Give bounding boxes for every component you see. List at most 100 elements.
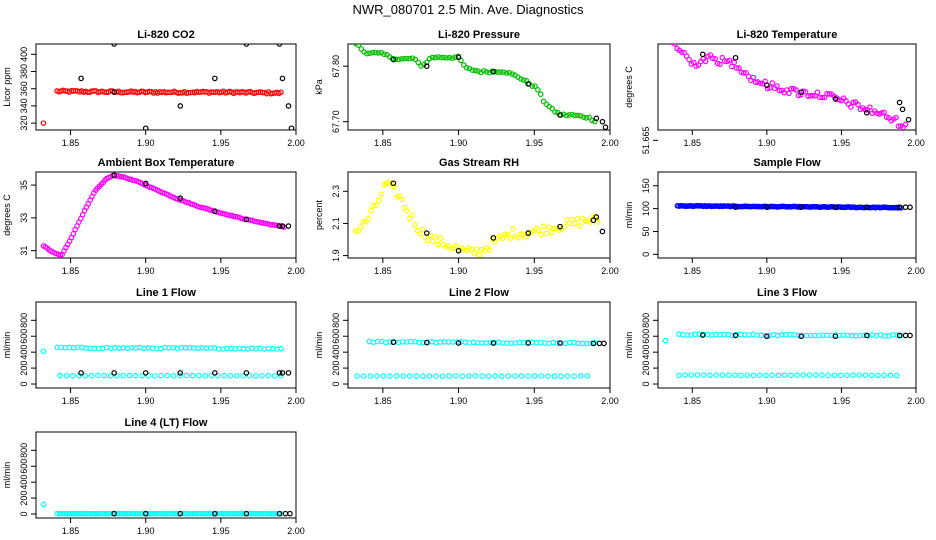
x-tick-label: 1.85 [374, 266, 392, 276]
data-point [480, 68, 487, 74]
y-tick-label: 67.80 [331, 55, 341, 78]
data-point [583, 115, 590, 121]
data-point [552, 109, 558, 115]
data-point [182, 510, 189, 517]
data-point [476, 252, 483, 258]
data-points [352, 179, 606, 258]
y-tick-label: 67.70 [331, 110, 341, 133]
data-point [252, 373, 259, 379]
data-point [259, 372, 265, 379]
data-point [449, 55, 456, 61]
y-axis-label: Licor ppm [2, 67, 12, 107]
data-point [448, 245, 454, 252]
data-point [360, 373, 367, 379]
data-point [260, 510, 267, 517]
data-point [271, 373, 278, 379]
y-axis-label: ml/min [2, 462, 12, 489]
data-point [475, 68, 481, 74]
data-point [569, 216, 575, 223]
data-point [89, 510, 96, 517]
data-point [129, 510, 136, 517]
data-point [208, 372, 215, 379]
data-point [564, 373, 571, 379]
chart-title: Line 1 Flow [136, 287, 196, 299]
data-point [158, 372, 164, 379]
reference-point [285, 370, 292, 376]
x-tick-label: 1.85 [374, 138, 392, 148]
y-tick-label: 50 [641, 226, 651, 236]
reference-point [863, 204, 870, 211]
data-point [688, 372, 695, 378]
data-point [671, 44, 678, 47]
data-point [383, 180, 390, 187]
plot-frame [347, 43, 611, 131]
x-tick-label: 2.00 [287, 138, 305, 148]
data-point [744, 372, 751, 379]
data-point [837, 372, 844, 379]
reference-point [285, 223, 292, 229]
data-point [435, 241, 441, 248]
data-point [472, 67, 479, 74]
data-point [378, 49, 385, 56]
reference-point [276, 223, 283, 229]
data-point [537, 91, 544, 98]
data-point [850, 372, 856, 379]
data-point [506, 69, 513, 76]
data-point [177, 372, 183, 379]
reference-point [142, 125, 149, 130]
data-point [360, 218, 367, 225]
x-tick-label: 1.95 [526, 266, 544, 276]
data-point [515, 235, 521, 241]
chart-title: Line 2 Flow [449, 287, 509, 299]
data-point [426, 373, 433, 379]
data-point [750, 74, 757, 81]
chart-title: Li-820 Pressure [438, 29, 520, 41]
reference-point [287, 510, 293, 517]
reference-point [390, 180, 397, 187]
data-point [543, 230, 550, 237]
data-point [164, 372, 171, 379]
x-tick-label: 1.95 [526, 396, 544, 406]
data-point [88, 372, 95, 379]
data-point [253, 510, 259, 517]
data-point [764, 85, 771, 92]
y-axis-label: ml/min [624, 332, 634, 359]
chart-panel-7: Line 1 Flow ml/min 1.85 1.90 1.95 2.00 0 200400… [2, 287, 305, 406]
data-point [84, 510, 91, 517]
reference-point [279, 75, 286, 82]
x-tick-label: 1.95 [833, 266, 851, 276]
x-tick-label: 1.85 [684, 266, 702, 276]
data-point [485, 373, 492, 379]
x-tick-label: 2.00 [907, 396, 925, 406]
reference-point [557, 340, 563, 346]
data-point [396, 193, 403, 199]
y-tick-label: 600 [641, 329, 651, 344]
data-point [183, 372, 190, 379]
data-point [40, 120, 47, 126]
data-point [548, 229, 555, 236]
data-point [114, 510, 121, 517]
data-point [378, 191, 385, 197]
y-tick-label: 51.665 [641, 127, 651, 155]
data-point [584, 373, 591, 379]
data-point [64, 510, 70, 517]
data-point [725, 372, 732, 378]
data-point [91, 510, 98, 517]
data-point [826, 91, 833, 97]
data-point [481, 248, 488, 254]
reference-point [142, 180, 149, 187]
reference-point [423, 230, 430, 236]
data-point [265, 372, 272, 379]
data-point [169, 510, 176, 517]
y-axis-label: ml/min [624, 202, 634, 229]
chart-title: Sample Flow [753, 157, 821, 169]
data-point [856, 372, 863, 378]
chart-title: Li-820 CO2 [137, 29, 194, 41]
chart-panel-1: Li-820 CO2 Licor ppm 1.85 1.90 1.95 2.00 320 34… [2, 29, 305, 148]
y-tick-label: 2.3 [331, 185, 341, 198]
reference-point [798, 89, 804, 95]
data-point [81, 510, 88, 517]
chart-title: Line 4 (LT) Flow [125, 417, 208, 429]
data-point [255, 510, 262, 517]
data-point [154, 510, 161, 517]
